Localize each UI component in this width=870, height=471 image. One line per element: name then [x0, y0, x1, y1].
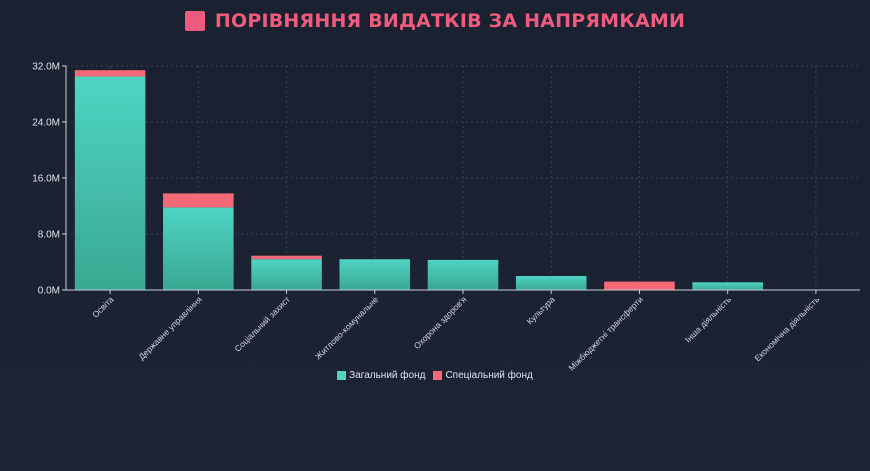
y-tick-label: 24.0M: [32, 118, 60, 129]
x-category-label: Державне управління: [136, 294, 204, 362]
legend-item-special[interactable]: Спеціальний фонд: [433, 370, 533, 381]
bar-special-fund: [251, 255, 322, 260]
bars-layer: [74, 70, 852, 291]
legend-label-general: Загальний фонд: [349, 370, 426, 381]
x-category-label: Житлово-комунальне: [313, 294, 380, 361]
x-category-label: Інша діяльність: [683, 294, 734, 345]
bar-general-fund: [427, 259, 499, 290]
chart-title-row: ПОРІВНЯННЯ ВИДАТКІВ ЗА НАПРЯМКАМИ: [0, 6, 870, 36]
x-category-label: Охорона здоров'я: [412, 294, 469, 351]
bar-general-fund: [251, 259, 322, 290]
y-tick-labels: 0.0M 8.0M 16.0M 24.0M 32.0M: [32, 62, 60, 297]
y-tick-label: 8.0M: [38, 230, 60, 241]
x-category-label: Соціальний захист: [233, 294, 293, 354]
legend-swatch-general: [337, 371, 347, 380]
x-category-label: Економічна діяльність: [752, 294, 821, 363]
bar-special-fund: [163, 193, 234, 208]
x-category-label: Міжбюджетні трансферти: [566, 294, 645, 373]
bar-general-fund: [515, 276, 587, 290]
square-icon: [184, 11, 205, 31]
y-tick-label: 32.0M: [32, 62, 60, 73]
legend-swatch-special: [433, 371, 443, 380]
x-category-label: Освіта: [90, 294, 116, 320]
bar-special-fund: [74, 70, 146, 77]
y-tick-label: 0.0M: [38, 286, 60, 297]
bar-general-fund: [163, 207, 234, 290]
x-category-label: Культура: [525, 294, 557, 326]
legend: Загальний фонд Спеціальний фонд: [0, 370, 870, 381]
y-tick-label: 16.0M: [32, 174, 60, 185]
bar-general-fund: [74, 76, 146, 290]
bar-special-fund: [604, 281, 675, 290]
legend-item-general[interactable]: Загальний фонд: [337, 370, 425, 381]
x-tick-labels: Освіта Державне управління Соціальний захи…: [90, 294, 821, 373]
chart-title: ПОРІВНЯННЯ ВИДАТКІВ ЗА НАПРЯМКАМИ: [214, 10, 686, 32]
bar-general-fund: [339, 259, 411, 290]
bar-general-fund: [692, 282, 763, 290]
axis-layer: [62, 65, 860, 294]
legend-label-special: Спеціальний фонд: [445, 370, 533, 381]
